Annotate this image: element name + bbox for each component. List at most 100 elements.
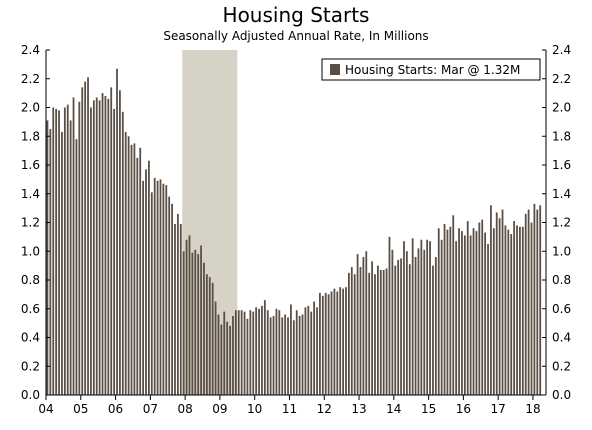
bar	[423, 249, 426, 395]
bar	[513, 221, 516, 395]
bar	[287, 317, 289, 395]
bar	[258, 308, 260, 395]
bar	[165, 185, 168, 395]
bar	[350, 267, 353, 395]
bar	[443, 223, 446, 395]
bar	[342, 288, 344, 395]
bar	[162, 183, 165, 395]
bar	[72, 97, 75, 395]
y-tick-label-right: 1.2	[552, 216, 571, 230]
bar	[205, 274, 208, 395]
bar	[478, 222, 481, 395]
bar	[194, 249, 197, 395]
bar	[249, 310, 252, 395]
bar	[220, 324, 223, 395]
bar	[521, 226, 524, 395]
bar	[304, 307, 307, 395]
bar	[226, 321, 229, 395]
bar	[272, 315, 275, 395]
bar	[336, 291, 339, 395]
bar	[455, 241, 458, 395]
bar	[516, 225, 518, 395]
bar	[362, 257, 365, 395]
bar	[504, 225, 507, 395]
y-tick-label-left: 0.8	[21, 273, 40, 287]
bar	[492, 228, 495, 395]
bar	[179, 223, 182, 395]
bar	[223, 311, 226, 395]
bar	[121, 111, 124, 395]
bar	[101, 93, 104, 395]
chart-title: Housing Starts	[223, 3, 370, 27]
bar	[145, 169, 147, 395]
bar	[487, 244, 489, 395]
bar	[437, 228, 440, 395]
x-axis-tick-labels: 04 05 06 07 08 09 10 11 12 13 14 15 16 17 18	[38, 402, 540, 416]
bar	[330, 291, 333, 395]
bar	[81, 87, 84, 395]
bar	[411, 238, 414, 395]
bar	[510, 234, 513, 395]
bar	[452, 215, 455, 395]
bar	[185, 239, 188, 395]
y-tick-label-left: 0.6	[21, 302, 40, 316]
bar	[313, 301, 316, 395]
x-tick-label: 05	[73, 402, 88, 416]
bar	[232, 315, 234, 395]
bar	[229, 326, 231, 395]
bar	[432, 265, 434, 395]
y-tick-label-right: 0.4	[552, 331, 571, 345]
bar	[217, 314, 220, 395]
x-tick-label: 10	[247, 402, 262, 416]
bar	[429, 241, 431, 395]
y-tick-label-left: 2.4	[21, 43, 40, 57]
y-tick-label-right: 1.0	[552, 244, 571, 258]
y-tick-label-right: 2.0	[552, 101, 571, 115]
bar	[420, 239, 423, 395]
bar	[348, 272, 350, 395]
bar	[58, 110, 60, 395]
y-tick-label-right: 1.6	[552, 158, 571, 172]
bar	[237, 310, 240, 395]
bar	[391, 249, 394, 395]
bar	[533, 203, 536, 395]
bar	[98, 100, 101, 395]
chart-subtitle: Seasonally Adjusted Annual Rate, In Mill…	[163, 29, 428, 43]
bar	[397, 259, 400, 395]
bar	[524, 213, 527, 395]
bar	[263, 300, 266, 395]
bar	[403, 241, 405, 395]
bar	[417, 248, 420, 395]
bar	[269, 317, 272, 395]
bar	[290, 304, 292, 395]
bar	[278, 310, 281, 395]
y-tick-label-right: 1.8	[552, 129, 571, 143]
bar	[426, 239, 429, 395]
y-tick-label-right: 0.6	[552, 302, 571, 316]
bar	[49, 129, 52, 395]
y-tick-label-right: 0.8	[552, 273, 571, 287]
bar	[400, 258, 402, 395]
bar	[394, 265, 397, 395]
bar	[46, 120, 49, 395]
bar	[243, 311, 246, 395]
x-tick-label: 11	[282, 402, 297, 416]
bar	[316, 307, 318, 395]
bar	[110, 87, 113, 395]
bar	[168, 196, 171, 395]
x-tick-label: 04	[38, 402, 53, 416]
x-tick-label: 12	[317, 402, 332, 416]
bar	[321, 295, 324, 395]
bar-series	[46, 68, 542, 395]
bar	[136, 157, 139, 395]
bar	[75, 139, 78, 395]
x-tick-label: 07	[143, 402, 158, 416]
bar	[148, 160, 150, 395]
bar	[307, 305, 310, 395]
bar	[171, 203, 173, 395]
bar	[501, 209, 504, 395]
y-tick-label-right: 1.4	[552, 187, 571, 201]
y-tick-label-left: 0.2	[21, 359, 40, 373]
bar	[203, 262, 205, 395]
bar	[133, 143, 136, 395]
